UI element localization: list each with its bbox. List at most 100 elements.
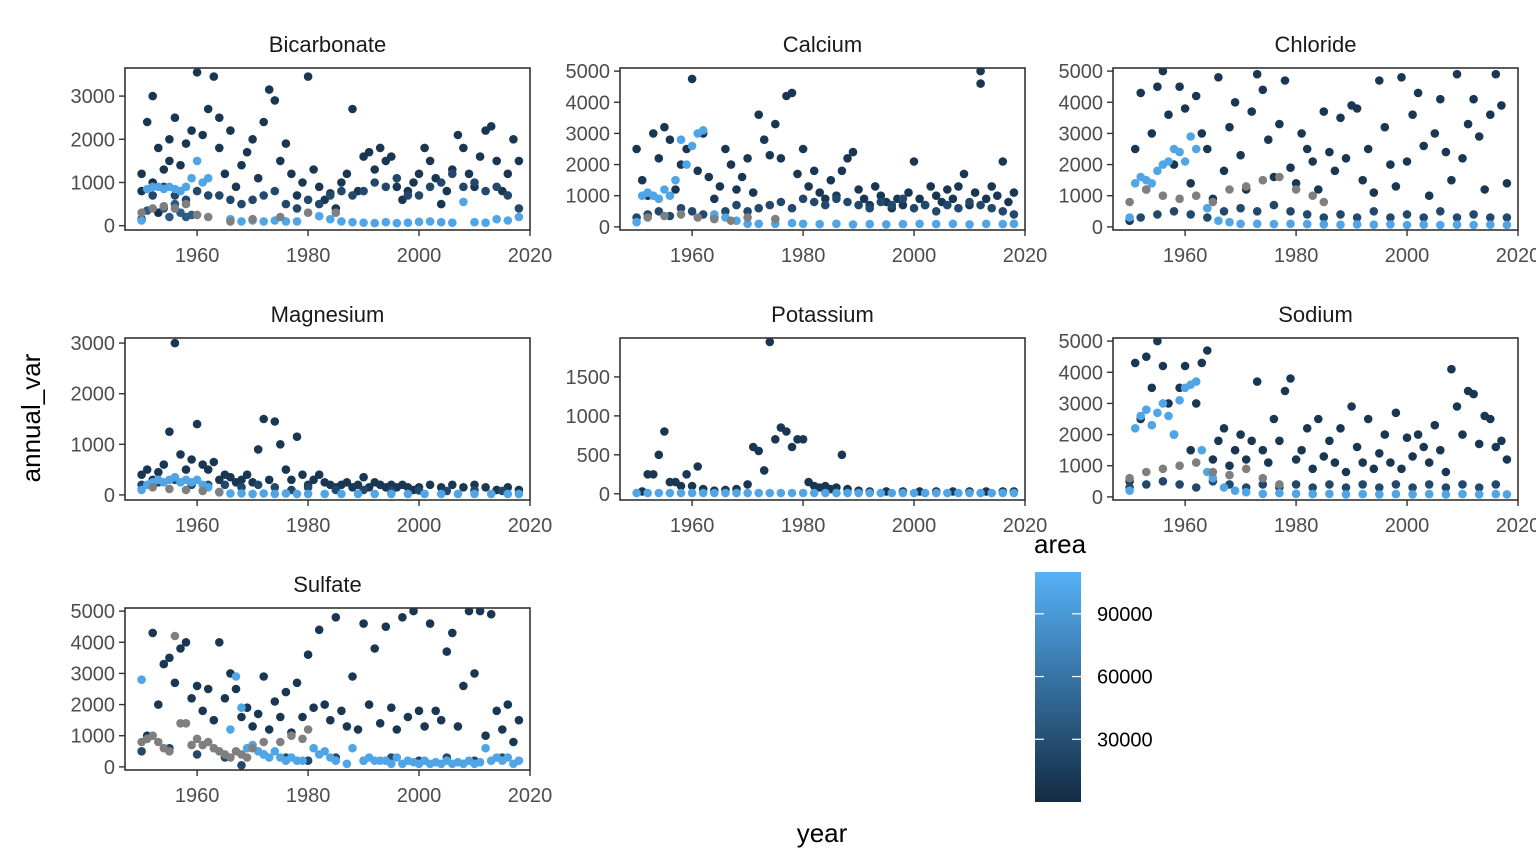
data-point [1191, 399, 1201, 408]
data-point [314, 182, 324, 192]
data-point [1191, 91, 1201, 101]
data-point [1291, 489, 1301, 499]
y-tick-label: 1000 [71, 434, 116, 456]
y-tick-label: 5000 [566, 61, 611, 83]
facet-title: Calcium [783, 32, 862, 57]
data-point [287, 731, 296, 740]
data-point [448, 218, 457, 227]
data-point [1203, 144, 1212, 154]
data-point [281, 687, 291, 697]
data-point [1391, 408, 1401, 418]
data-point [1158, 477, 1168, 486]
data-point [1004, 197, 1013, 207]
y-tick-label: 2000 [71, 384, 116, 406]
data-point [359, 186, 368, 196]
data-point [226, 217, 235, 226]
data-point [353, 489, 363, 499]
data-point [303, 483, 313, 492]
y-tick-label: 1000 [1059, 186, 1104, 208]
data-point [865, 488, 874, 498]
data-point [1153, 338, 1162, 346]
data-point [381, 217, 391, 227]
data-point [1386, 458, 1395, 467]
data-point [909, 203, 919, 213]
y-tick-label: 2000 [1059, 425, 1104, 447]
data-point [1319, 452, 1329, 461]
x-tick-label: 2000 [1385, 245, 1430, 267]
data-point [643, 488, 652, 498]
data-point [743, 207, 752, 216]
data-point [1280, 76, 1290, 85]
data-point [926, 182, 935, 191]
data-point [154, 737, 163, 747]
data-point [1142, 467, 1151, 477]
data-point [1208, 473, 1218, 483]
y-tick-label: 0 [599, 217, 610, 239]
data-point [259, 191, 269, 200]
data-point [1375, 76, 1384, 85]
data-point [470, 489, 479, 499]
data-point [1391, 489, 1401, 499]
data-point [1308, 464, 1317, 474]
y-tick-label: 0 [104, 757, 115, 779]
data-point [1486, 414, 1495, 424]
data-point [948, 219, 958, 229]
data-point [470, 669, 479, 678]
data-point [1252, 69, 1262, 79]
data-point [1325, 480, 1334, 489]
data-point [264, 753, 274, 762]
data-point [904, 188, 913, 197]
data-point [1424, 458, 1434, 467]
data-point [1502, 213, 1512, 222]
data-point [654, 450, 664, 460]
data-point [1330, 458, 1340, 467]
data-point [403, 712, 413, 722]
data-point [237, 483, 246, 492]
data-point [514, 489, 524, 499]
data-point [414, 169, 424, 179]
data-point [448, 169, 457, 179]
data-point [1402, 220, 1412, 230]
data-points [137, 608, 524, 770]
data-point [1441, 483, 1451, 492]
facet-panels: Bicarbonate 1960 1980 2000 2020 0 1000 2000 3000… [71, 32, 1536, 807]
data-point [1219, 166, 1229, 176]
panel-border [124, 67, 531, 231]
data-point [1297, 445, 1306, 455]
data-point [854, 488, 863, 498]
data-point [276, 440, 285, 449]
data-point [159, 201, 169, 211]
data-point [1474, 483, 1484, 492]
data-point [1130, 144, 1140, 154]
data-point [237, 712, 246, 722]
data-point [314, 199, 324, 209]
data-point [1369, 207, 1379, 216]
data-point [1258, 175, 1268, 185]
data-point [276, 156, 285, 166]
data-point [220, 480, 230, 490]
data-point [765, 338, 775, 347]
data-point [453, 130, 463, 140]
data-point [754, 488, 763, 498]
data-point [154, 467, 163, 477]
data-point [1380, 122, 1390, 132]
data-point [809, 166, 819, 176]
data-point [1142, 185, 1151, 194]
data-point [459, 483, 468, 492]
data-point [326, 214, 335, 224]
data-point [1308, 191, 1317, 200]
data-point [1236, 203, 1245, 213]
data-point [237, 475, 246, 485]
data-point [303, 650, 313, 659]
data-point [671, 185, 680, 194]
data-point [1352, 442, 1362, 452]
data-point [1308, 157, 1317, 166]
data-point [987, 182, 996, 191]
x-tick-label: 2020 [508, 515, 553, 537]
data-point [253, 709, 263, 719]
data-point [387, 152, 396, 161]
data-point [732, 200, 741, 210]
data-point [259, 217, 269, 226]
data-point [915, 219, 924, 229]
data-point [1164, 411, 1173, 421]
